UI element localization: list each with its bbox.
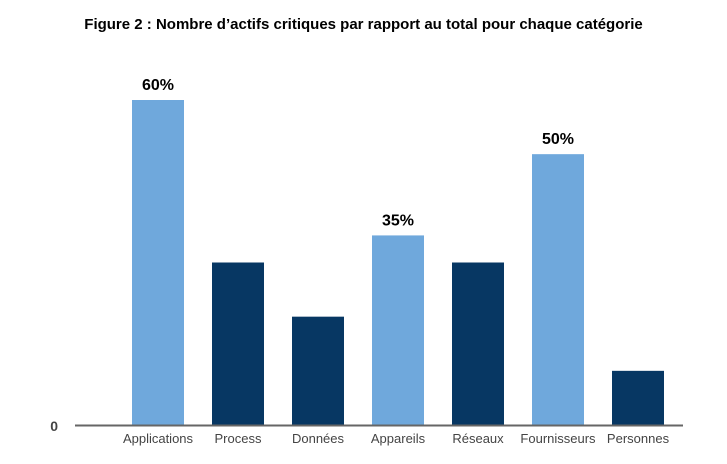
x-tick-label-réseaux: Réseaux — [452, 431, 504, 446]
x-tick-label-données: Données — [292, 431, 345, 446]
x-tick-label-appareils: Appareils — [371, 431, 426, 446]
bar-process — [212, 262, 264, 425]
x-tick-label-personnes: Personnes — [607, 431, 670, 446]
bar-applications — [132, 100, 184, 425]
y-tick-labels-layer: 0 — [50, 418, 58, 434]
x-tick-label-process: Process — [215, 431, 262, 446]
data-label-fournisseurs: 50% — [542, 131, 574, 148]
x-tick-label-fournisseurs: Fournisseurs — [520, 431, 596, 446]
bar-personnes — [612, 370, 664, 425]
value-labels-layer: 60% 35% 50% — [142, 77, 574, 229]
bar-données — [292, 316, 344, 425]
bar-réseaux — [452, 262, 504, 425]
bars-layer — [132, 100, 664, 425]
chart-title: Figure 2 : Nombre d’actifs critiques par… — [84, 16, 643, 33]
data-label-appareils: 35% — [382, 212, 414, 229]
bar-appareils — [372, 235, 424, 425]
x-tick-labels-layer: Applications Process Données Appareils Résea… — [123, 431, 670, 446]
y-tick-label: 0 — [50, 418, 58, 434]
data-label-applications: 60% — [142, 77, 174, 94]
bar-fournisseurs — [532, 154, 584, 425]
x-tick-label-applications: Applications — [123, 431, 194, 446]
